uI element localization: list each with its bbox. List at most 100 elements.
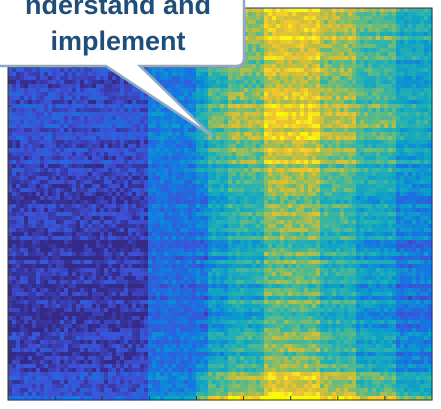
heatmap-cell: [376, 56, 381, 61]
heatmap-cell: [68, 176, 73, 181]
heatmap-cell: [168, 184, 173, 189]
heatmap-cell: [256, 188, 261, 193]
heatmap-cell: [368, 16, 373, 21]
heatmap-cell: [164, 164, 169, 169]
heatmap-cell: [196, 184, 201, 189]
heatmap-cell: [340, 164, 345, 169]
heatmap-cell: [320, 80, 325, 85]
heatmap-cell: [220, 176, 225, 181]
heatmap-cell: [172, 124, 177, 129]
heatmap-cell: [264, 184, 269, 189]
heatmap-cell: [340, 80, 345, 85]
heatmap-cell: [396, 108, 401, 113]
heatmap-cell: [376, 40, 381, 45]
heatmap-cell: [208, 168, 213, 173]
heatmap-cell: [332, 96, 337, 101]
heatmap-cell: [416, 96, 421, 101]
heatmap-cell: [72, 92, 77, 97]
heatmap-cell: [340, 100, 345, 105]
heatmap-cell: [52, 68, 57, 73]
heatmap-cell: [324, 108, 329, 113]
heatmap-cell: [112, 140, 117, 145]
heatmap-cell: [192, 168, 197, 173]
heatmap-cell: [128, 116, 133, 121]
heatmap-cell: [32, 168, 37, 173]
heatmap-cell: [36, 188, 41, 193]
heatmap-cell: [224, 76, 229, 81]
heatmap-cell: [132, 188, 137, 193]
heatmap-cell: [408, 24, 413, 29]
heatmap-cell: [420, 148, 425, 153]
heatmap-cell: [284, 8, 289, 13]
heatmap-cell: [272, 164, 277, 169]
heatmap-cell: [120, 136, 125, 141]
heatmap-cell: [376, 20, 381, 25]
heatmap-cell: [172, 152, 177, 157]
heatmap-cell: [252, 68, 257, 73]
heatmap-cell: [324, 124, 329, 129]
heatmap-cell: [128, 192, 133, 197]
heatmap-cell: [356, 84, 361, 89]
heatmap-cell: [220, 108, 225, 113]
heatmap-cell: [416, 56, 421, 61]
heatmap-cell: [372, 56, 377, 61]
heatmap-cell: [144, 188, 149, 193]
heatmap-cell: [40, 76, 45, 81]
heatmap-cell: [296, 164, 301, 169]
heatmap-cell: [164, 84, 169, 89]
heatmap-cell: [288, 8, 293, 13]
heatmap-cell: [16, 132, 21, 137]
heatmap-cell: [252, 60, 257, 65]
heatmap-cell: [72, 172, 77, 177]
heatmap-cell: [216, 132, 221, 137]
heatmap-cell: [116, 128, 121, 133]
heatmap-cell: [272, 152, 277, 157]
heatmap-cell: [200, 96, 205, 101]
heatmap-cell: [112, 100, 117, 105]
heatmap-cell: [156, 132, 161, 137]
heatmap-cell: [264, 56, 269, 61]
heatmap-cell: [272, 88, 277, 93]
heatmap-cell: [296, 148, 301, 153]
heatmap-cell: [100, 156, 105, 161]
heatmap-cell: [124, 112, 129, 117]
heatmap-cell: [384, 44, 389, 49]
heatmap-cell: [96, 184, 101, 189]
heatmap-cell: [40, 88, 45, 93]
heatmap-cell: [228, 176, 233, 181]
heatmap-cell: [324, 116, 329, 121]
heatmap-cell: [212, 164, 217, 169]
heatmap-cell: [348, 176, 353, 181]
heatmap-cell: [128, 124, 133, 129]
heatmap-cell: [372, 192, 377, 197]
heatmap-cell: [48, 148, 53, 153]
heatmap-cell: [268, 32, 273, 37]
heatmap-cell: [64, 172, 69, 177]
heatmap-cell: [392, 48, 397, 53]
heatmap-cell: [424, 40, 429, 45]
heatmap-cell: [424, 8, 429, 13]
heatmap-cell: [72, 104, 77, 109]
heatmap-cell: [352, 28, 357, 33]
heatmap-cell: [312, 160, 317, 165]
heatmap-cell: [248, 28, 253, 33]
heatmap-cell: [268, 192, 273, 197]
heatmap-cell: [108, 156, 113, 161]
heatmap-cell: [324, 8, 329, 13]
heatmap-cell: [408, 180, 413, 185]
heatmap-cell: [424, 180, 429, 185]
heatmap-cell: [92, 96, 97, 101]
heatmap-cell: [72, 108, 77, 113]
heatmap-cell: [40, 176, 45, 181]
heatmap-cell: [180, 132, 185, 137]
heatmap-cell: [52, 112, 57, 117]
heatmap-cell: [304, 184, 309, 189]
heatmap-cell: [368, 112, 373, 117]
heatmap-cell: [200, 76, 205, 81]
heatmap-cell: [16, 112, 21, 117]
heatmap-cell: [344, 48, 349, 53]
heatmap-cell: [348, 96, 353, 101]
heatmap-cell: [64, 128, 69, 133]
heatmap-cell: [60, 188, 65, 193]
heatmap-cell: [368, 88, 373, 93]
